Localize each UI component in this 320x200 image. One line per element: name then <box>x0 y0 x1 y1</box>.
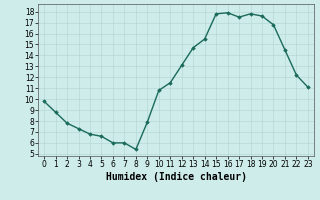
X-axis label: Humidex (Indice chaleur): Humidex (Indice chaleur) <box>106 172 246 182</box>
